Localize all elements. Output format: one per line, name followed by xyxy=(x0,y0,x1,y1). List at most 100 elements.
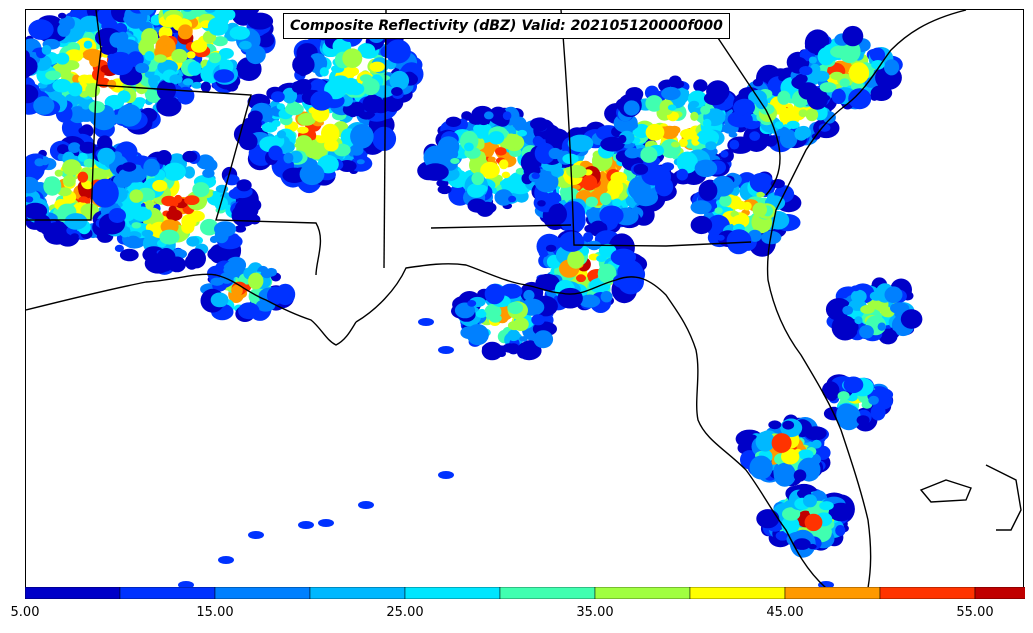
colorbar-segment xyxy=(974,587,1025,599)
echo-cell xyxy=(793,469,807,482)
colorbar-tick-55: 55.00 xyxy=(956,605,994,620)
echo-cell xyxy=(231,204,257,227)
echo-cell xyxy=(837,315,855,330)
echo-cell xyxy=(484,111,494,120)
echo-cell xyxy=(356,159,365,165)
echo-cell xyxy=(700,105,711,115)
echo-cell xyxy=(612,198,622,208)
echo-cell xyxy=(180,10,200,20)
echo-cell xyxy=(818,581,834,588)
echo-cell xyxy=(200,81,211,93)
echo-cell xyxy=(77,171,89,183)
echo-cell xyxy=(438,346,454,354)
echo-cell xyxy=(236,179,252,192)
echo-cell xyxy=(633,188,659,207)
echo-cell xyxy=(347,82,365,96)
echo-cell xyxy=(489,313,502,323)
echo-cell xyxy=(778,74,787,82)
echo-cell xyxy=(523,289,535,301)
echo-cell xyxy=(705,141,717,151)
echo-cell xyxy=(495,147,507,156)
echo-cell xyxy=(499,159,509,170)
echo-cell xyxy=(191,39,208,53)
echo-cell xyxy=(798,109,808,118)
echo-cell xyxy=(111,209,122,217)
echo-cell xyxy=(319,67,329,77)
echo-cell xyxy=(183,10,192,12)
echo-cell xyxy=(184,195,200,206)
echo-cell xyxy=(302,142,312,151)
echo-cell xyxy=(618,134,627,144)
echo-cell xyxy=(191,81,203,89)
echo-cell xyxy=(62,159,82,176)
echo-cell xyxy=(878,328,898,345)
echo-cell xyxy=(97,147,116,166)
echo-cell xyxy=(521,340,538,353)
echo-cell xyxy=(157,38,169,47)
echo-cell xyxy=(245,45,266,65)
echo-cell xyxy=(219,272,234,284)
echo-cell xyxy=(58,12,67,19)
echo-cell xyxy=(107,79,117,89)
echo-cell xyxy=(182,78,194,86)
echo-cell xyxy=(720,150,729,158)
echo-cell xyxy=(33,96,55,115)
echo-cell xyxy=(207,17,229,36)
echo-cell xyxy=(756,509,780,529)
echo-cell xyxy=(628,122,639,129)
colorbar-segment xyxy=(119,587,216,599)
echo-cell xyxy=(318,519,334,527)
echo-cell xyxy=(826,388,838,401)
echo-cell xyxy=(531,314,545,326)
echo-cell xyxy=(702,118,712,128)
echo-cell xyxy=(599,192,612,206)
echo-cell xyxy=(276,130,287,139)
echo-cell xyxy=(297,126,309,134)
echo-cell xyxy=(209,235,219,244)
map-area xyxy=(25,9,1024,589)
echo-cell xyxy=(748,229,762,242)
echo-cell xyxy=(342,48,363,68)
echo-cell xyxy=(67,28,82,39)
echo-cell xyxy=(782,507,801,521)
echo-cell xyxy=(698,180,718,201)
echo-cell xyxy=(736,200,747,210)
echo-cell xyxy=(831,88,846,104)
echo-cell xyxy=(475,184,488,193)
echo-cell xyxy=(676,151,698,174)
echo-cell xyxy=(530,117,547,130)
echo-cell xyxy=(507,329,520,342)
echo-cell xyxy=(628,87,643,103)
echo-cell xyxy=(271,120,281,127)
echo-cell xyxy=(445,116,462,128)
echo-cell xyxy=(842,25,864,47)
colorbar-segment xyxy=(499,587,596,599)
echo-cell xyxy=(487,156,496,162)
echo-cell xyxy=(248,531,264,539)
echo-cell xyxy=(576,274,586,283)
echo-cell xyxy=(159,229,180,245)
echo-cell xyxy=(26,176,40,194)
echo-cell xyxy=(234,225,247,233)
echo-cell xyxy=(533,137,544,144)
echo-cell xyxy=(689,100,700,108)
echo-cell xyxy=(507,320,521,331)
echo-cell xyxy=(117,90,131,103)
echo-cell xyxy=(202,168,215,178)
echo-cell xyxy=(837,391,850,401)
echo-cell xyxy=(28,19,54,40)
echo-cell xyxy=(186,51,196,59)
echo-cell xyxy=(884,286,903,304)
echo-cell xyxy=(131,222,142,229)
echo-cell xyxy=(488,131,505,145)
echo-cell xyxy=(696,129,720,146)
echo-cell xyxy=(774,121,784,129)
echo-cell xyxy=(749,455,773,480)
echo-cell xyxy=(203,158,218,172)
echo-cell xyxy=(88,101,105,113)
echo-cell xyxy=(579,246,590,256)
echo-cell xyxy=(385,39,411,64)
echo-cell xyxy=(856,415,870,425)
echo-cell xyxy=(502,111,512,120)
echo-cell xyxy=(612,273,638,289)
